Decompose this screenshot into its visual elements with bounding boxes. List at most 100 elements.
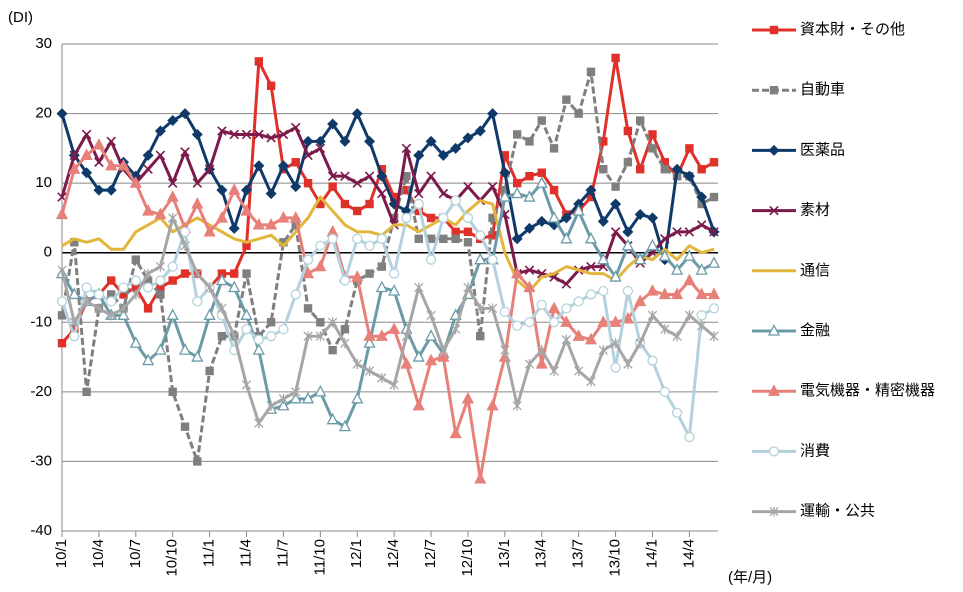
marker (767, 324, 781, 336)
marker (462, 132, 474, 144)
marker (143, 164, 153, 174)
marker (697, 320, 707, 331)
marker (500, 151, 510, 160)
marker (180, 147, 190, 157)
x-tick-label: 13/7 (570, 539, 587, 568)
marker (413, 188, 424, 199)
marker (81, 129, 92, 140)
marker (487, 254, 498, 265)
marker (364, 135, 376, 147)
marker (81, 282, 92, 293)
x-axis-label: (年/月) (728, 569, 772, 586)
marker (70, 238, 79, 247)
marker (316, 318, 325, 327)
marker (599, 165, 608, 174)
marker (265, 217, 278, 230)
marker (167, 178, 178, 188)
x-tick-label: 10/1 (53, 539, 70, 568)
marker (119, 290, 128, 299)
marker (327, 317, 338, 328)
marker (340, 199, 350, 209)
marker (500, 185, 510, 195)
marker (266, 318, 276, 327)
x-tick-label: 12/7 (422, 539, 439, 568)
marker (328, 345, 337, 355)
marker (437, 149, 449, 161)
marker (180, 240, 190, 251)
marker (548, 317, 560, 328)
marker (413, 198, 424, 210)
marker (414, 206, 423, 216)
marker (303, 304, 313, 313)
marker (57, 338, 67, 348)
marker (277, 211, 290, 223)
marker (167, 261, 178, 272)
marker (154, 125, 166, 137)
marker (192, 296, 203, 307)
marker (599, 137, 608, 146)
marker (168, 387, 177, 397)
marker (375, 280, 388, 293)
marker (646, 212, 658, 224)
marker (572, 204, 585, 216)
marker (400, 357, 413, 369)
marker (437, 350, 450, 362)
y-tick-label: 10 (35, 174, 52, 191)
marker (289, 211, 302, 223)
marker (118, 303, 129, 314)
marker (216, 184, 228, 196)
marker (279, 238, 288, 247)
marker (168, 212, 178, 223)
marker (696, 220, 707, 230)
marker (180, 269, 190, 278)
marker (389, 379, 399, 390)
marker (586, 261, 596, 272)
marker (597, 252, 610, 265)
marker (523, 280, 536, 293)
marker (217, 332, 227, 341)
legend-label: 医薬品 (800, 141, 845, 158)
marker (634, 208, 646, 220)
marker (57, 265, 67, 276)
marker (769, 25, 779, 35)
marker (450, 195, 461, 206)
marker (537, 116, 546, 125)
marker (549, 365, 559, 376)
legend-label: 通信 (800, 262, 830, 279)
x-tick-label: 11/1 (201, 539, 218, 567)
marker (707, 287, 721, 300)
marker (154, 207, 167, 220)
marker (93, 184, 105, 196)
x-tick-label: 13/1 (496, 539, 513, 568)
marker (155, 275, 166, 286)
marker (660, 158, 669, 167)
marker (658, 249, 671, 261)
marker (412, 398, 425, 411)
x-tick-label: 12/10 (459, 539, 476, 577)
y-tick-label: 20 (35, 105, 52, 122)
marker (303, 178, 313, 188)
marker (659, 386, 670, 398)
marker (68, 162, 81, 174)
x-tick-label: 11/10 (311, 539, 328, 575)
marker (106, 296, 117, 307)
marker (512, 400, 522, 411)
marker (338, 419, 352, 432)
marker (683, 273, 696, 286)
marker (414, 282, 424, 293)
marker (69, 317, 79, 328)
marker (549, 144, 559, 153)
marker (646, 284, 659, 296)
marker (105, 184, 117, 196)
marker (339, 135, 351, 147)
marker (129, 336, 142, 348)
marker (709, 158, 719, 167)
marker (598, 345, 608, 356)
marker (648, 130, 657, 139)
marker (340, 171, 350, 181)
marker (474, 125, 486, 137)
marker (351, 391, 364, 404)
marker (327, 171, 338, 181)
y-tick-label: -40 (30, 522, 52, 539)
marker (240, 308, 253, 320)
